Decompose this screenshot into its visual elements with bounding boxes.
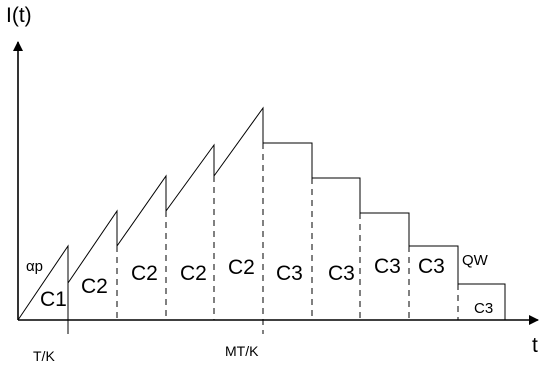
segment-label: C3 [328,262,355,285]
segment-label: C1 [40,288,67,311]
segment-label: C2 [180,262,207,285]
x-axis-label: t [532,334,538,357]
segment-label: C3 [418,255,445,278]
ramp-3 [116,174,167,247]
y-axis-label: I(t) [6,4,32,27]
ramp-5 [213,106,264,177]
ramp-1 [17,244,69,321]
segment-label: C3 [474,300,493,317]
alpha-label: αp [26,258,43,275]
tick-label-mtk: MT/K [225,343,259,359]
ramp-2 [67,209,118,284]
tick-label-tk: T/K [33,348,55,364]
segment-label: C3 [276,262,303,285]
segment-label: C2 [228,256,255,279]
segment-label: C3 [374,255,401,278]
qw-label: QW [462,252,489,269]
segment-label: C2 [131,262,158,285]
staircase [263,142,506,320]
segment-label: C2 [81,275,108,298]
ramp-4 [165,143,215,212]
